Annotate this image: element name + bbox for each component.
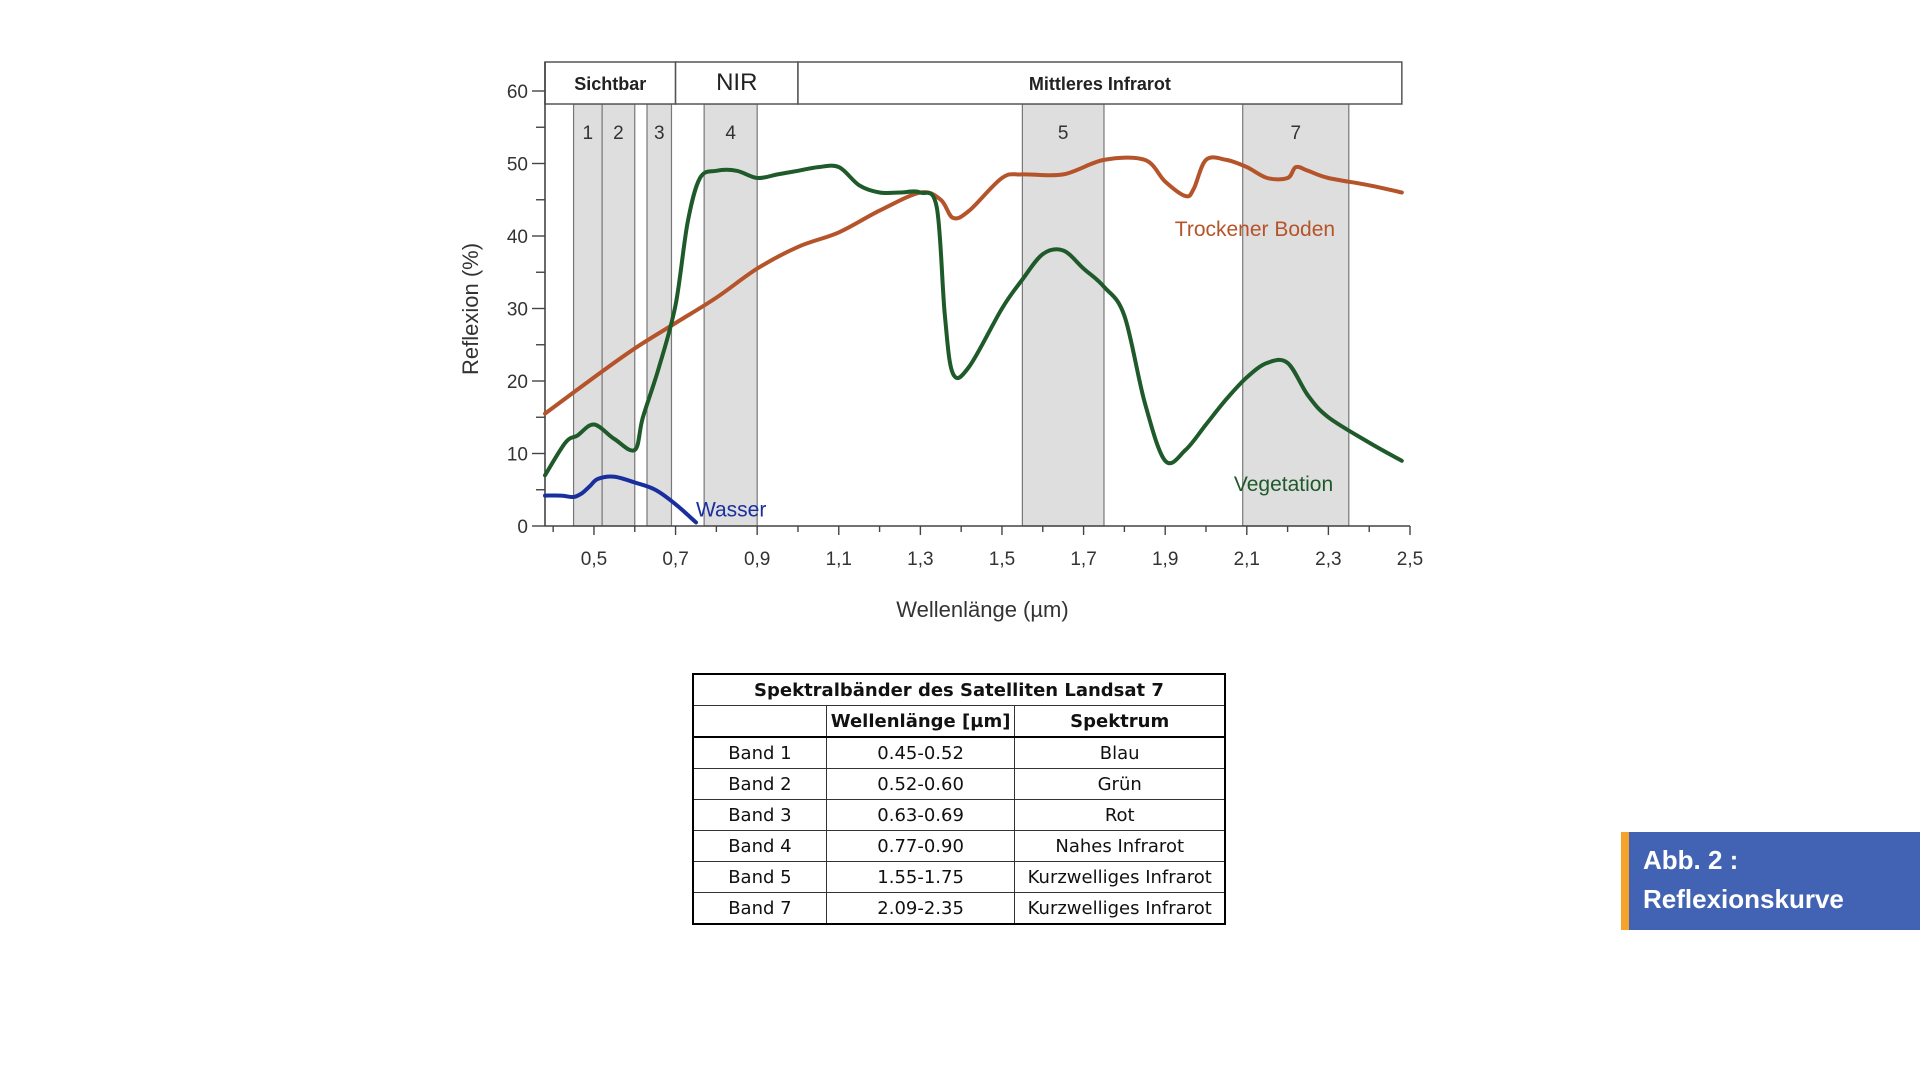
x-tick-label: 2,1 <box>1234 549 1260 570</box>
x-axis-title: Wellenlänge (µm) <box>896 597 1068 622</box>
cell-band: Band 2 <box>693 769 826 800</box>
header-band <box>693 706 826 738</box>
x-tick-label: 1,7 <box>1070 549 1096 570</box>
y-tick-label: 60 <box>507 82 528 103</box>
y-tick-label: 30 <box>507 300 528 321</box>
y-axis-title: Reflexion (%) <box>458 243 483 375</box>
series-label-trockener-boden: Trockener Boden <box>1175 218 1335 241</box>
table-row: Band 5 1.55-1.75 Kurzwelliges Infrarot <box>693 862 1225 893</box>
x-tick-label: 0,9 <box>744 549 770 570</box>
x-tick-label: 0,5 <box>581 549 607 570</box>
cell-wavelength: 1.55-1.75 <box>826 862 1015 893</box>
figure-caption: Abb. 2 : Reflexionskurve <box>1621 832 1920 930</box>
cell-band: Band 1 <box>693 737 826 769</box>
region-header-label: Sichtbar <box>574 74 646 94</box>
band-3-label: 3 <box>654 123 665 144</box>
table-row: Band 7 2.09-2.35 Kurzwelliges Infrarot <box>693 893 1225 925</box>
header-spectrum: Spektrum <box>1015 706 1225 738</box>
caption-line-2: Reflexionskurve <box>1643 880 1920 919</box>
x-tick-label: 1,5 <box>989 549 1015 570</box>
cell-spectrum: Kurzwelliges Infrarot <box>1015 862 1225 893</box>
cell-wavelength: 0.77-0.90 <box>826 831 1015 862</box>
cell-spectrum: Grün <box>1015 769 1225 800</box>
x-tick-label: 1,1 <box>826 549 852 570</box>
cell-spectrum: Blau <box>1015 737 1225 769</box>
series-label-layer: Trockener Boden Vegetation Wasser <box>696 218 1335 522</box>
y-tick-label: 10 <box>507 445 528 466</box>
region-header-label: Mittleres Infrarot <box>1029 74 1171 94</box>
x-tick-label: 2,5 <box>1397 549 1423 570</box>
band-5-label: 5 <box>1058 123 1069 144</box>
cell-wavelength: 0.52-0.60 <box>826 769 1015 800</box>
region-header-label: NIR <box>716 69 757 96</box>
band-5-area <box>1022 104 1104 526</box>
band-4-label: 4 <box>725 123 736 144</box>
x-tick-label: 0,7 <box>662 549 688 570</box>
band-1-area <box>574 104 603 526</box>
landsat-band-table: Spektralbänder des Satelliten Landsat 7 … <box>692 673 1226 925</box>
x-tick-label: 2,3 <box>1315 549 1341 570</box>
x-tick-label: 1,3 <box>907 549 933 570</box>
cell-band: Band 5 <box>693 862 826 893</box>
cell-spectrum: Nahes Infrarot <box>1015 831 1225 862</box>
cell-band: Band 4 <box>693 831 826 862</box>
table-row: Band 3 0.63-0.69 Rot <box>693 800 1225 831</box>
band-2-label: 2 <box>613 123 624 144</box>
x-tick-label: 1,9 <box>1152 549 1178 570</box>
caption-line-1: Abb. 2 : <box>1643 841 1920 880</box>
series-label-wasser: Wasser <box>696 499 766 522</box>
table-row: Band 4 0.77-0.90 Nahes Infrarot <box>693 831 1225 862</box>
band-1-label: 1 <box>583 123 594 144</box>
cell-wavelength: 0.45-0.52 <box>826 737 1015 769</box>
table-title: Spektralbänder des Satelliten Landsat 7 <box>693 674 1225 706</box>
table-row: Band 1 0.45-0.52 Blau <box>693 737 1225 769</box>
table-title-row: Spektralbänder des Satelliten Landsat 7 <box>693 674 1225 706</box>
cell-spectrum: Kurzwelliges Infrarot <box>1015 893 1225 925</box>
table-row: Band 2 0.52-0.60 Grün <box>693 769 1225 800</box>
cell-band: Band 7 <box>693 893 826 925</box>
header-wavelength: Wellenlänge [µm] <box>826 706 1015 738</box>
cell-wavelength: 2.09-2.35 <box>826 893 1015 925</box>
y-tick-label: 40 <box>507 227 528 248</box>
y-tick-label: 50 <box>507 155 528 176</box>
band-4-area <box>704 104 757 526</box>
series-label-vegetation: Vegetation <box>1234 473 1333 496</box>
band-2-area <box>602 104 635 526</box>
band-7-label: 7 <box>1290 123 1301 144</box>
cell-wavelength: 0.63-0.69 <box>826 800 1015 831</box>
cell-spectrum: Rot <box>1015 800 1225 831</box>
table-header-row: Wellenlänge [µm] Spektrum <box>693 706 1225 738</box>
y-tick-label: 20 <box>507 372 528 393</box>
cell-band: Band 3 <box>693 800 826 831</box>
y-tick-label: 0 <box>517 517 528 538</box>
region-header-layer: Sichtbar NIR Mittleres Infrarot <box>545 62 1402 104</box>
band-3-area <box>647 104 671 526</box>
